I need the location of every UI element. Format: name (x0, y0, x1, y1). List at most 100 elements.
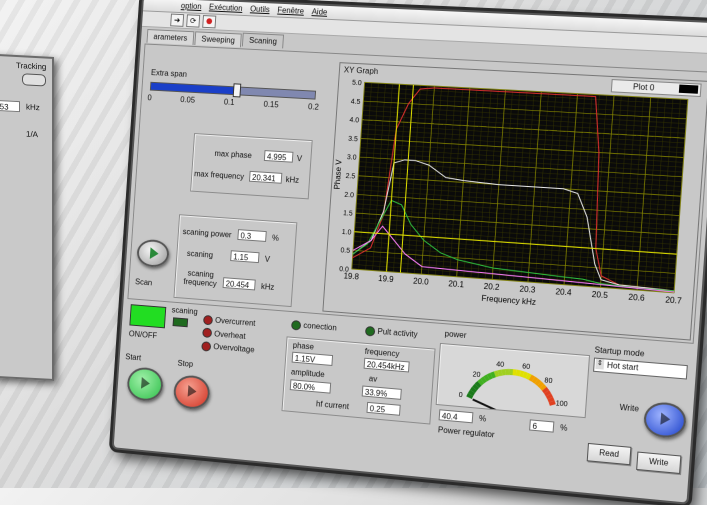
tracking-toggle[interactable] (22, 73, 46, 86)
menu-option[interactable]: option (181, 0, 202, 13)
xy-graph: XY Graph Plot 0 19.819.920.020.120.220.3… (322, 62, 707, 340)
overvoltage-led (201, 341, 211, 352)
menu-help[interactable]: Aide (311, 5, 327, 19)
x-tick-label: 20.4 (555, 287, 572, 298)
x-tick-label: 20.5 (592, 290, 609, 301)
pult-activity-label: Pult activity (377, 327, 418, 339)
gauge-scale-segment (505, 372, 509, 373)
amplitude-field: 80.0% (290, 379, 331, 393)
play-icon (188, 385, 197, 397)
gauge-scale-segment (502, 372, 506, 373)
onoff-button[interactable] (129, 304, 166, 328)
tab-scaning[interactable]: Scaning (242, 33, 284, 49)
overcurrent-led (203, 315, 213, 326)
max-phase-label: max phase (214, 149, 252, 160)
extra-span-label: Extra span (151, 68, 187, 79)
frequency-field: 20.454kHz (364, 358, 410, 373)
y-tick-label: 2.0 (344, 192, 354, 200)
scaning-power-field[interactable]: 0.3 (237, 229, 266, 242)
scaning-frequency-field: 20.454 (223, 277, 256, 290)
gauge-scale-segment (550, 398, 552, 401)
conection-label: conection (303, 321, 337, 333)
x-tick-label: 20.0 (413, 276, 430, 286)
write-button[interactable]: Write (636, 452, 681, 474)
tab-sweeping[interactable]: Sweeping (194, 31, 242, 47)
startup-mode-select[interactable]: ⇕ Hot start (593, 358, 688, 380)
y-tick-label: 5.0 (352, 80, 362, 88)
stop-button[interactable] (173, 374, 211, 410)
y-tick-label: 1.5 (343, 210, 353, 218)
gauge-scale-segment (488, 375, 491, 377)
write-label: Write (619, 403, 639, 414)
menu-window[interactable]: Fenêtre (277, 4, 304, 18)
power-second-unit: % (560, 423, 568, 433)
max-frequency-unit: kHz (285, 175, 299, 185)
span-tick: 0.05 (180, 95, 195, 105)
y-tick-label: 0.5 (340, 247, 350, 255)
main-window: option Exécution Outils Fenêtre Aide ➜ ⟳… (112, 0, 707, 505)
max-frequency-field: 20.341 (249, 171, 282, 184)
scaning-indicator-label: scaning (171, 306, 198, 317)
scaning-voltage-unit: V (265, 255, 271, 264)
bg-unit2-label: 1/A (26, 129, 38, 139)
span-tick: 0.1 (224, 98, 235, 107)
start-button[interactable] (126, 366, 164, 402)
gauge-tick-label: 0 (458, 392, 463, 400)
bg-value-field[interactable]: .053 (0, 100, 20, 113)
x-tick-label: 20.3 (519, 284, 536, 295)
background-window: Tracking .053 kHz 1/A (0, 53, 54, 381)
menu-execution[interactable]: Exécution (209, 1, 243, 15)
y-tick-label: 3.5 (348, 136, 358, 144)
gauge-needle (472, 399, 511, 416)
x-tick-label: 19.9 (378, 274, 394, 284)
phase-field: 1.15V (292, 352, 333, 366)
extra-span-thumb[interactable] (233, 83, 242, 97)
phase-label: phase (292, 341, 314, 352)
spinner-icon[interactable]: ⇕ (595, 359, 604, 370)
max-phase-field: 4.995 (264, 150, 294, 163)
tracking-label: Tracking (16, 61, 46, 72)
gauge-scale-segment (536, 381, 539, 383)
av-field: 33.9% (362, 385, 402, 399)
fault-indicators: Overcurrent Overheat Overvoltage (201, 314, 256, 355)
menu-tools[interactable]: Outils (250, 2, 270, 16)
x-tick-label: 20.2 (483, 282, 499, 292)
gauge-scale-segment (495, 373, 498, 375)
gauge-scale-segment (551, 402, 553, 405)
scan-button[interactable] (136, 239, 170, 268)
scaning-indicator-led (173, 317, 189, 327)
gauge-scale-segment (520, 373, 524, 374)
pult-activity-indicator: Pult activity (365, 325, 418, 340)
connection-indicator: conection (291, 319, 337, 333)
write-round-button[interactable] (643, 401, 687, 440)
power-gauge-dial: 020406080100 (437, 344, 589, 417)
gauge-scale-segment (544, 389, 547, 392)
gauge-scale-segment (472, 388, 474, 391)
overheat-label: Overheat (214, 329, 246, 340)
power-regulator-label: Power regulator (438, 425, 495, 439)
overcurrent-label: Overcurrent (215, 316, 256, 328)
span-tick: 0.15 (263, 100, 279, 110)
scaning-power-unit: % (272, 234, 279, 243)
power-value-field[interactable]: 40.4 (439, 409, 474, 423)
extra-span-fill (151, 83, 237, 94)
scaning-power-label: scaning power (182, 227, 231, 239)
span-tick: 0 (147, 93, 152, 102)
power-second-field[interactable]: 6 (529, 419, 554, 432)
run-continuous-icon[interactable]: ⟳ (186, 14, 200, 27)
gauge-scale-segment (523, 374, 527, 375)
gauge-tick-label: 100 (555, 400, 568, 408)
gauge-scale-segment (477, 383, 480, 386)
read-button[interactable]: Read (587, 443, 632, 465)
play-icon (141, 377, 150, 389)
gauge-scale-segment (542, 386, 545, 389)
tab-parameters[interactable]: arameters (147, 29, 195, 45)
run-arrow-icon[interactable]: ➜ (170, 14, 184, 27)
max-values-panel: max phase 4.995 V max frequency 20.341 k… (190, 133, 313, 199)
hf-current-field: 0.25 (366, 402, 400, 416)
power-unit: % (479, 414, 487, 424)
stop-icon[interactable] (202, 15, 216, 28)
gauge-scale-segment (533, 379, 536, 381)
scaning-parameters-panel: scaning power 0.3 % scaning 1.15 V scani… (173, 214, 297, 307)
measurements-panel: phase frequency 1.15V 20.454kHz amplitud… (282, 336, 436, 424)
